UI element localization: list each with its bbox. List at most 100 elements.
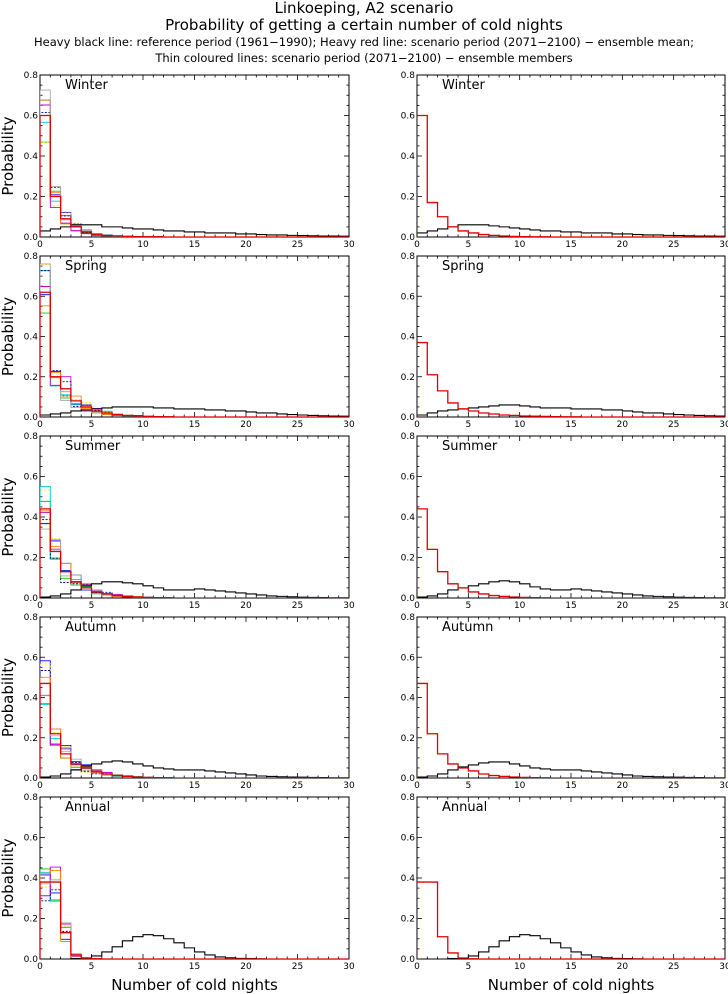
ensemble-member-line <box>40 663 349 778</box>
panel-left-annual: 0 5 10 15 20 25 30 0.0 0.2 0.4 0.6 0.8 Annual Probabi… <box>0 793 355 994</box>
panel-label: Winter <box>65 78 109 93</box>
ensemble-member-line <box>40 270 349 417</box>
x-tick-label: 0 <box>37 601 43 611</box>
ensemble-member-line <box>40 286 349 417</box>
scenario-mean-line <box>40 682 349 778</box>
y-tick-label: 0.4 <box>24 333 39 343</box>
scenario-mean-line <box>40 508 349 598</box>
panel-label: Summer <box>442 439 498 454</box>
x-tick-label: 0 <box>414 420 420 430</box>
figure-title-line2: Probability of getting a certain number … <box>165 16 563 34</box>
x-tick-label: 20 <box>240 240 252 250</box>
y-tick-label: 0.8 <box>24 793 39 803</box>
x-tick-label: 15 <box>189 601 200 611</box>
x-tick-label: 15 <box>189 962 200 972</box>
ensemble-member-line <box>40 89 349 237</box>
x-tick-label: 5 <box>465 962 471 972</box>
x-tick-label: 15 <box>189 420 200 430</box>
x-tick-label: 30 <box>343 420 355 430</box>
y-tick-label: 0.4 <box>401 513 416 523</box>
ensemble-member-line <box>40 676 349 778</box>
y-tick-label: 0.4 <box>24 874 39 884</box>
y-tick-label: 0.8 <box>401 71 416 81</box>
scenario-mean-line <box>417 114 725 237</box>
panel-label: Annual <box>65 800 110 815</box>
x-tick-label: 25 <box>668 781 679 791</box>
x-tick-label: 5 <box>465 601 471 611</box>
scenario-mean-line <box>417 682 725 778</box>
x-tick-label: 15 <box>565 420 576 430</box>
panel-left-autumn: 0 5 10 15 20 25 30 0.0 0.2 0.4 0.6 0.8 Autumn Probabi… <box>0 613 355 791</box>
panels-group: 0 5 10 15 20 25 30 0.0 0.2 0.4 0.6 0.8 Winter Probabi… <box>0 71 728 994</box>
y-tick-label: 0.6 <box>24 292 39 302</box>
reference-line <box>40 406 349 417</box>
y-tick-label: 0.8 <box>24 71 39 81</box>
x-tick-label: 15 <box>565 962 576 972</box>
y-tick-label: 0.8 <box>24 432 39 442</box>
x-tick-label: 0 <box>37 781 43 791</box>
plot-frame <box>416 616 726 779</box>
reference-line <box>40 224 349 237</box>
y-tick-label: 0.2 <box>24 554 38 564</box>
x-tick-label: 10 <box>514 781 526 791</box>
panel-right-autumn: 0 5 10 15 20 25 30 0.0 0.2 0.4 0.6 0.8 Autumn <box>401 613 728 791</box>
x-tick-label: 5 <box>89 601 95 611</box>
x-tick-label: 10 <box>137 781 149 791</box>
y-tick-label: 0.4 <box>401 333 416 343</box>
ensemble-member-line <box>40 870 349 959</box>
panel-right-spring: 0 5 10 15 20 25 30 0.0 0.2 0.4 0.6 0.8 Spring <box>401 252 728 430</box>
ensemble-member-line <box>40 512 349 598</box>
y-tick-label: 0.2 <box>24 915 38 925</box>
panel-label: Autumn <box>442 620 493 635</box>
x-tick-label: 0 <box>37 240 43 250</box>
x-tick-label: 5 <box>89 240 95 250</box>
y-tick-label: 0.0 <box>401 594 416 604</box>
y-tick-label: 0.2 <box>24 193 38 203</box>
y-tick-label: 0.6 <box>24 473 39 483</box>
x-tick-label: 30 <box>343 781 355 791</box>
x-tick-label: 0 <box>37 962 43 972</box>
x-tick-label: 10 <box>514 240 526 250</box>
x-tick-label: 20 <box>617 781 629 791</box>
ensemble-member-line <box>40 879 349 959</box>
x-tick-label: 0 <box>414 240 420 250</box>
x-axis-label: Number of cold nights <box>488 976 655 994</box>
x-tick-label: 30 <box>719 601 728 611</box>
y-tick-label: 0.6 <box>401 473 416 483</box>
plot-frame <box>39 435 350 599</box>
ensemble-member-line <box>40 104 349 237</box>
y-tick-label: 0.8 <box>24 613 39 623</box>
ensemble-member-line <box>40 111 349 237</box>
x-tick-label: 10 <box>137 962 149 972</box>
x-tick-label: 30 <box>343 240 355 250</box>
x-tick-label: 20 <box>617 962 629 972</box>
x-tick-label: 15 <box>565 601 576 611</box>
y-tick-label: 0.4 <box>24 694 39 704</box>
y-tick-label: 0.6 <box>401 292 416 302</box>
x-tick-label: 5 <box>465 781 471 791</box>
y-tick-label: 0.2 <box>401 193 415 203</box>
x-tick-label: 20 <box>240 962 252 972</box>
ensemble-member-line <box>40 121 349 237</box>
scenario-mean-line <box>417 881 725 959</box>
y-tick-label: 0.2 <box>24 373 38 383</box>
scenario-mean-line <box>40 881 349 959</box>
scenario-mean-line <box>417 508 725 598</box>
x-tick-label: 25 <box>668 601 679 611</box>
y-tick-label: 0.2 <box>401 554 415 564</box>
y-tick-label: 0.0 <box>24 594 39 604</box>
ensemble-member-line <box>40 99 349 237</box>
y-tick-label: 0.0 <box>24 955 39 965</box>
x-tick-label: 30 <box>719 240 728 250</box>
figure-subtitle-line2: Thin coloured lines: scenario period (20… <box>154 51 572 65</box>
y-tick-label: 0.6 <box>401 112 416 122</box>
ensemble-member-line <box>40 141 349 237</box>
ensemble-member-line <box>40 874 349 959</box>
ensemble-member-line <box>40 312 349 417</box>
reference-line <box>417 761 725 778</box>
ensemble-member-line <box>40 294 349 417</box>
reference-line <box>40 581 349 598</box>
x-axis-label: Number of cold nights <box>111 976 278 994</box>
panel-label: Spring <box>65 259 107 274</box>
x-tick-label: 25 <box>668 962 679 972</box>
